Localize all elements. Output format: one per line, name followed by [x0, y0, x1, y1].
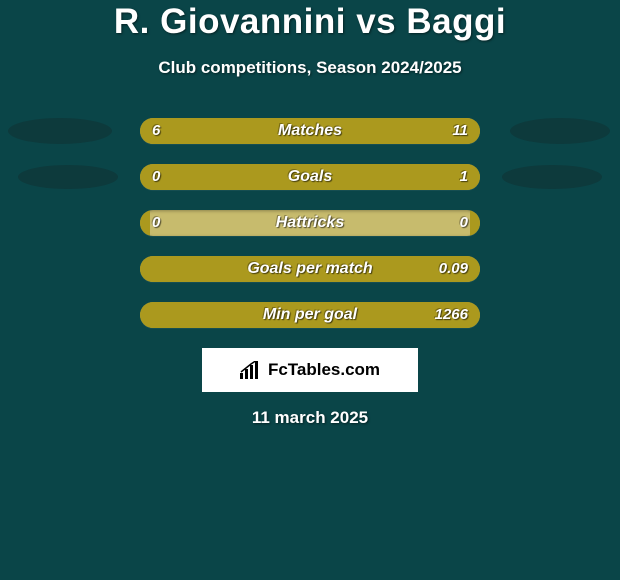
stat-bar-track: 01Goals: [140, 164, 480, 190]
comparison-widget: R. Giovannini vs Baggi Club competitions…: [0, 0, 620, 428]
stat-bar-left: [140, 210, 150, 236]
stat-value-right: 11: [452, 118, 468, 144]
stat-row: 0 0Hattricks: [0, 210, 620, 236]
stats-chart: 611Matches01Goals00Hattricks0.09Goals pe…: [0, 118, 620, 328]
stat-bar-right: [140, 302, 480, 328]
stat-bar-track: 0 0Hattricks: [140, 210, 480, 236]
date-label: 11 march 2025: [0, 408, 620, 428]
branding-box: FcTables.com: [202, 348, 418, 392]
stat-bar-track: 1266Min per goal: [140, 302, 480, 328]
stat-row: 611Matches: [0, 118, 620, 144]
page-title: R. Giovannini vs Baggi: [0, 2, 620, 42]
stat-value-right: 0.09: [439, 256, 468, 282]
player-left-marker: [18, 165, 118, 189]
stat-bar-left: [140, 164, 208, 190]
stat-bar-track: 611Matches: [140, 118, 480, 144]
stat-value-right: 0: [460, 210, 468, 236]
stat-value-right: 1: [460, 164, 468, 190]
stat-label: Hattricks: [140, 210, 480, 236]
player-right-marker: [502, 165, 602, 189]
player-left-marker: [8, 118, 112, 144]
stat-row: 01Goals: [0, 164, 620, 190]
branding-text: FcTables.com: [268, 360, 380, 380]
subtitle: Club competitions, Season 2024/2025: [0, 58, 620, 78]
chart-bars-icon: [240, 361, 262, 379]
stat-value-left: 0: [152, 164, 160, 190]
stat-row: 0.09Goals per match: [0, 256, 620, 282]
stat-bar-right: [140, 256, 480, 282]
stat-bar-track: 0.09Goals per match: [140, 256, 480, 282]
stat-bar-right: [259, 118, 480, 144]
stat-bar-right: [470, 210, 480, 236]
stat-row: 1266Min per goal: [0, 302, 620, 328]
stat-bar-right: [208, 164, 480, 190]
player-right-marker: [510, 118, 610, 144]
stat-value-left: 6: [152, 118, 160, 144]
stat-value-left: 0: [152, 210, 160, 236]
stat-value-right: 1266: [435, 302, 468, 328]
